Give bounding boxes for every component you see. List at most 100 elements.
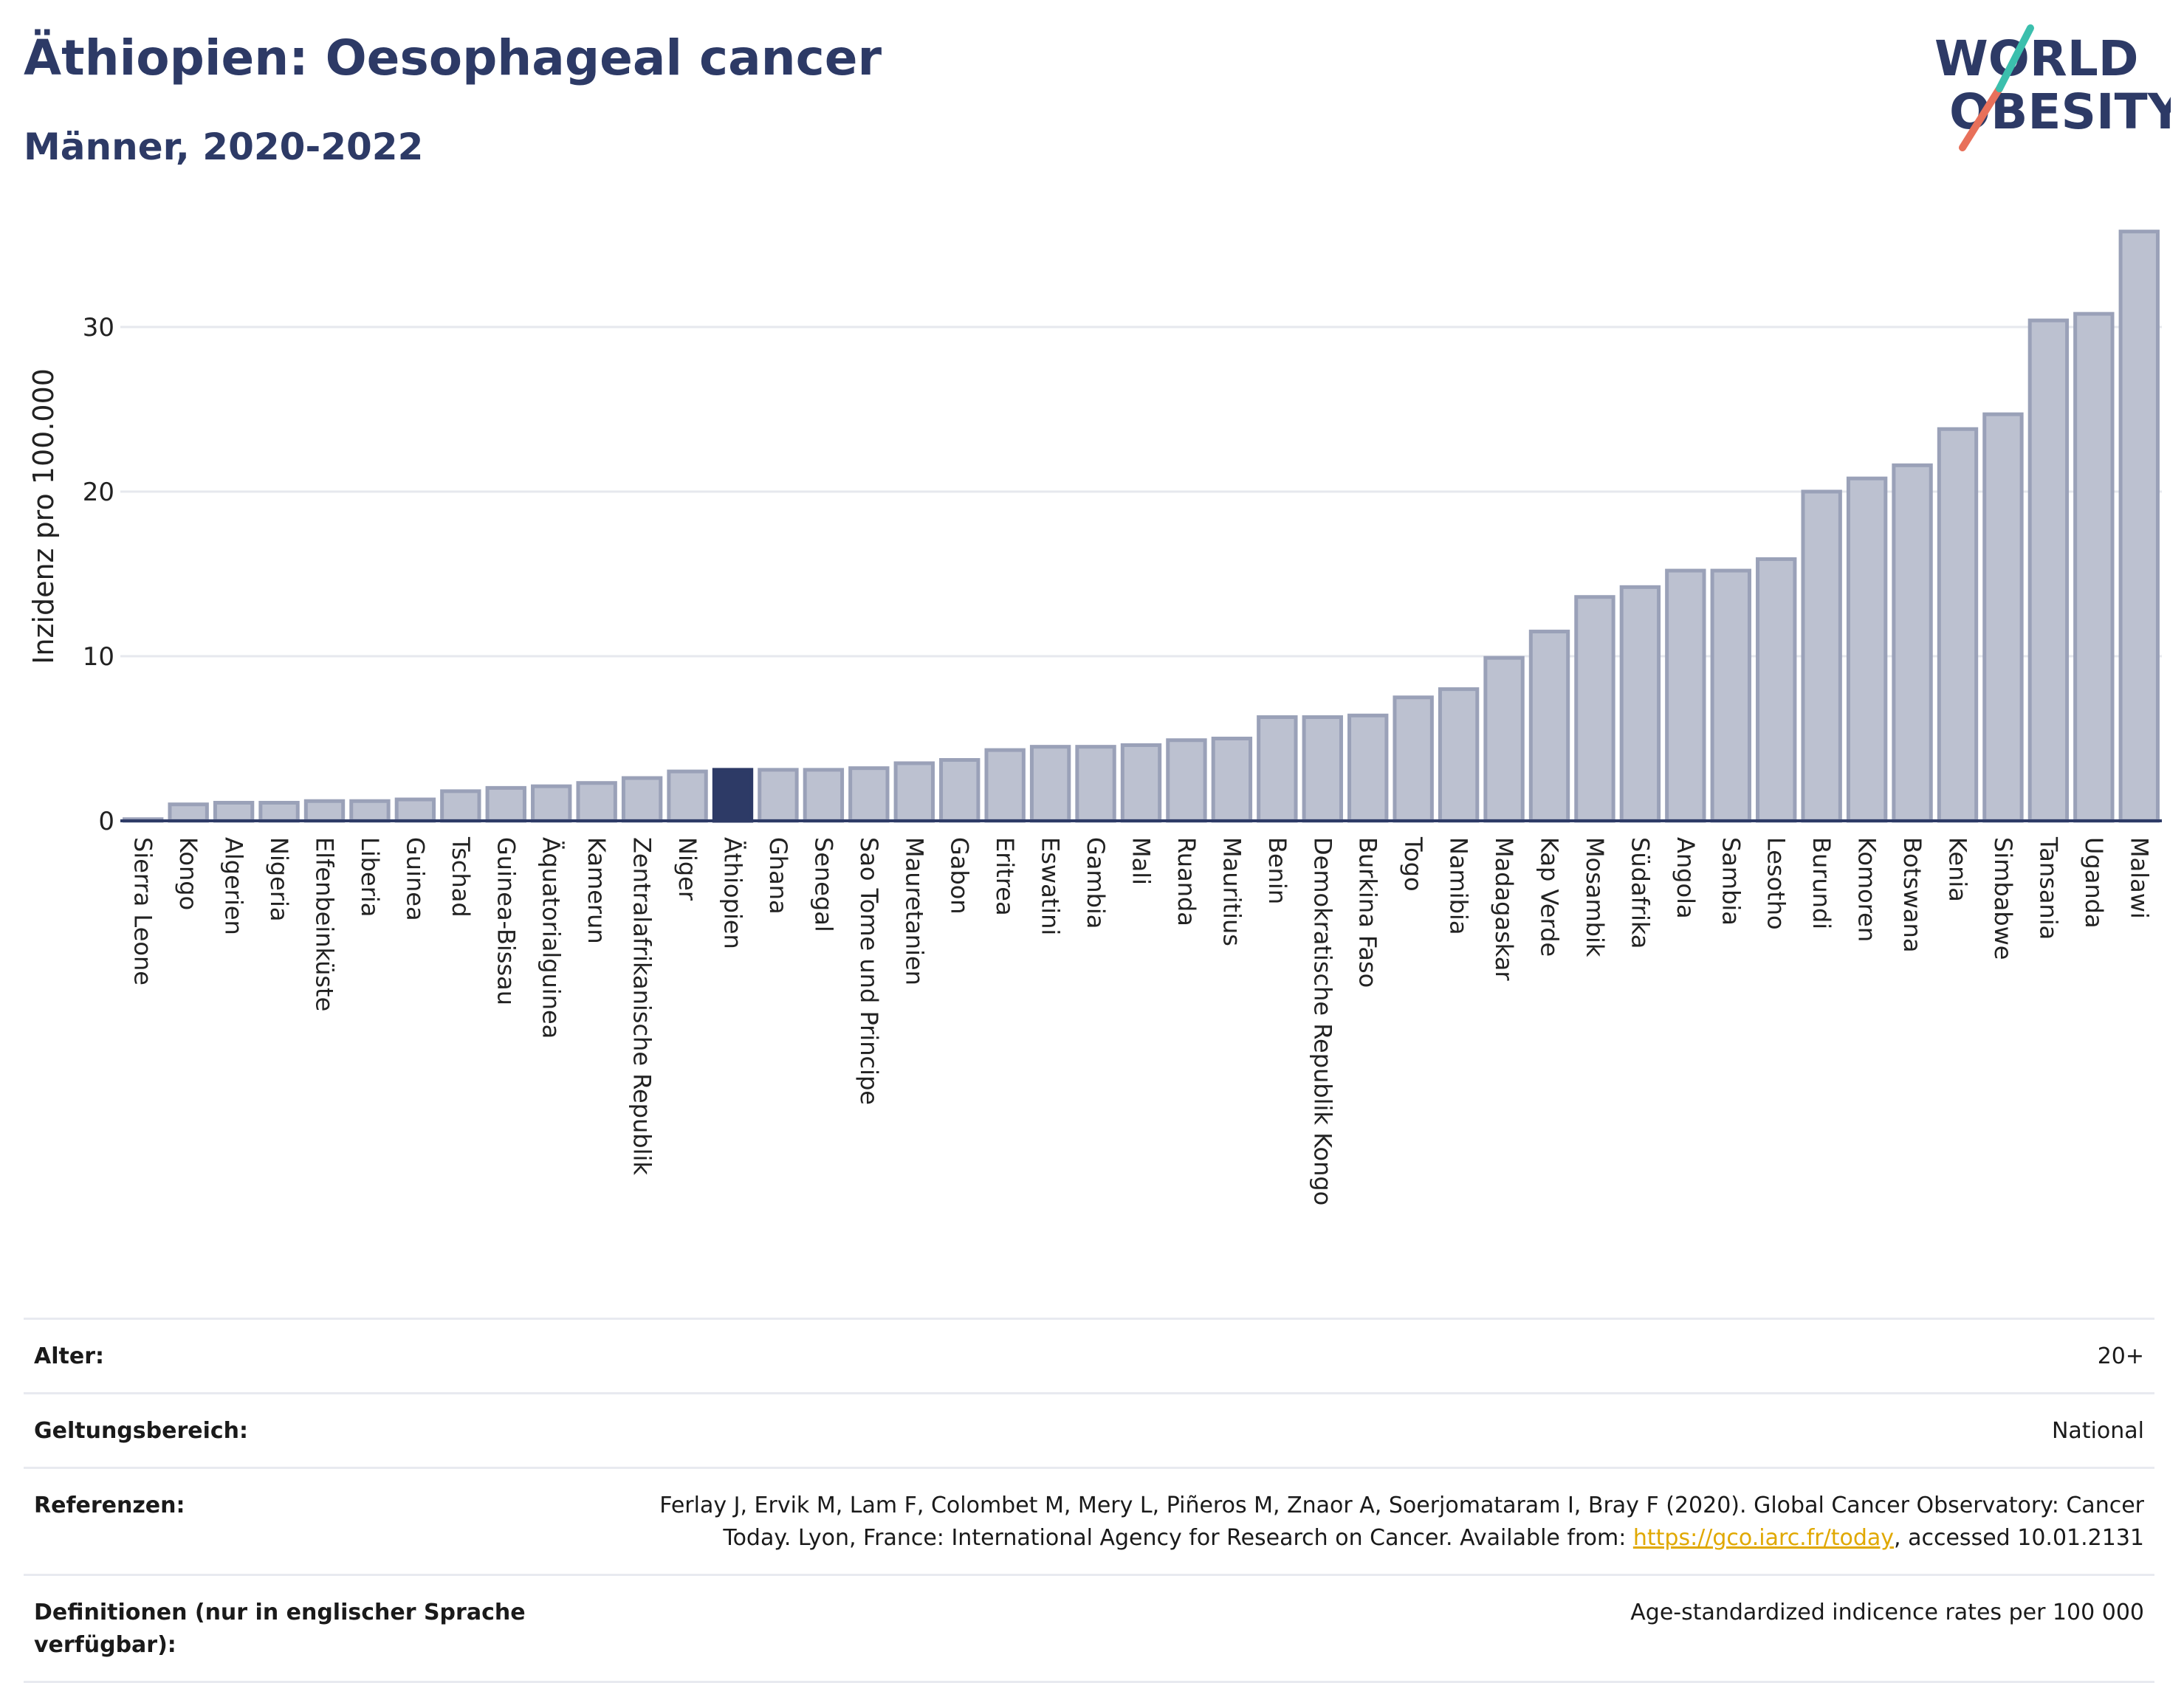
- reference-link[interactable]: https://gco.iarc.fr/today: [1632, 1525, 1895, 1551]
- x-tick-label: Kamerun: [583, 837, 611, 944]
- bar: [1528, 630, 1570, 823]
- reference-line2-post: , accessed 10.01.2131: [1894, 1525, 2144, 1551]
- bar: [893, 761, 935, 823]
- x-tick-label: Mauretanien: [900, 837, 928, 985]
- bar: [1120, 743, 1162, 823]
- bar: [258, 800, 300, 823]
- reference-line1: Ferlay J, Ervik M, Lam F, Colombet M, Me…: [659, 1493, 2144, 1518]
- meta-value: 20+: [2097, 1343, 2144, 1369]
- meta-value: National: [2051, 1418, 2144, 1444]
- x-tick-label: Benin: [1263, 837, 1291, 904]
- bar: [621, 776, 663, 823]
- bar: [349, 799, 391, 823]
- x-tick-label: Eswatini: [1037, 837, 1065, 935]
- x-tick-label: Gambia: [1082, 837, 1110, 929]
- meta-row-references: Referenzen: Ferlay J, Ervik M, Lam F, Co…: [24, 1467, 2154, 1574]
- x-tick-label: Nigeria: [265, 837, 293, 921]
- x-tick-label: Äthiopien: [719, 837, 747, 949]
- x-tick-label: Simbabwe: [1989, 837, 2017, 960]
- meta-row-age: Alter: 20+: [24, 1318, 2154, 1392]
- metadata-table: Alter: 20+ Geltungsbereich: National Ref…: [24, 1318, 2154, 1683]
- x-tick-label: Namibia: [1445, 837, 1473, 935]
- bar: [1166, 738, 1207, 823]
- meta-key: Referenzen:: [34, 1493, 185, 1518]
- page-title: Äthiopien: Oesophageal cancer: [24, 30, 882, 86]
- x-tick-label: Mosambik: [1581, 837, 1609, 957]
- x-tick-label: Sao Tome und Principe: [855, 837, 883, 1105]
- bar: [1347, 713, 1389, 823]
- bar: [1710, 568, 1751, 823]
- x-tick-label: Togo: [1399, 836, 1427, 892]
- bar: [394, 797, 436, 823]
- bar: [1438, 687, 1480, 823]
- bar: [531, 784, 572, 823]
- x-tick-label: Guinea: [401, 837, 429, 921]
- x-tick-label: Senegal: [809, 837, 837, 932]
- bar: [1665, 568, 1706, 823]
- y-tick-label: 10: [83, 642, 114, 672]
- bar: [1257, 715, 1298, 823]
- x-tick-label: Madagaskar: [1490, 837, 1518, 981]
- bar: [168, 802, 209, 823]
- x-tick-label: Komoren: [1853, 837, 1881, 942]
- y-axis-title: Inzidenz pro 100.000: [27, 368, 60, 664]
- meta-value: Age-standardized indicence rates per 100…: [1630, 1600, 2144, 1625]
- x-tick-label: Angola: [1672, 837, 1700, 919]
- bar: [1619, 585, 1661, 823]
- meta-key: Geltungsbereich:: [34, 1418, 249, 1444]
- bar: [1029, 745, 1071, 823]
- x-tick-label: Lesotho: [1762, 837, 1790, 930]
- bar-chart: 0 10 20 30 Inzidenz pro 100.000 Sierra Leone K…: [27, 230, 2162, 1205]
- bar: [303, 799, 346, 823]
- x-tick-label: Niger: [673, 837, 701, 901]
- x-tick-label: Tschad: [447, 836, 475, 918]
- bar: [939, 757, 981, 823]
- x-tick-label: Sierra Leone: [129, 837, 157, 985]
- bar: [1483, 655, 1525, 823]
- bar: [213, 800, 255, 823]
- bar: [2027, 318, 2070, 823]
- x-tick-label: Kap Verde: [1536, 837, 1564, 957]
- x-tick-label: Burkina Faso: [1354, 837, 1382, 988]
- meta-value: Ferlay J, Ervik M, Lam F, Colombet M, Me…: [659, 1490, 2144, 1555]
- bar: [1801, 489, 1842, 823]
- x-tick-label: Zentralafrikanische Republik: [628, 837, 656, 1175]
- x-tick-label: Mali: [1127, 837, 1155, 885]
- bar: [1982, 412, 2024, 823]
- bar: [803, 768, 845, 823]
- x-tick-label: Guinea-Bissau: [492, 837, 520, 1005]
- bar: [2073, 312, 2115, 823]
- x-tick-label: Sambia: [1717, 837, 1745, 926]
- x-tick-label: Liberia: [356, 837, 384, 917]
- bar: [1574, 595, 1615, 823]
- meta-key: Alter:: [34, 1343, 104, 1369]
- x-tick-label: Kongo: [174, 837, 202, 910]
- x-tick-label: Südafrika: [1626, 837, 1654, 949]
- bar: [758, 768, 799, 823]
- x-tick-label: Kenia: [1944, 837, 1972, 902]
- x-tick-label: Demokratische Republik Kongo: [1308, 837, 1336, 1205]
- x-tick-label: Äquatorialguinea: [538, 837, 566, 1039]
- reference-line2-pre: Today. Lyon, France: International Agenc…: [723, 1525, 1633, 1551]
- y-tick-label: 0: [98, 807, 114, 836]
- x-tick-label: Malawi: [2125, 837, 2153, 919]
- bar: [440, 789, 481, 823]
- bar: [1937, 427, 1979, 823]
- x-tick-label: Mauritius: [1218, 837, 1246, 946]
- bar: [2118, 230, 2160, 823]
- meta-row-definitions: Definitionen (nur in englischer Sprache …: [24, 1574, 2154, 1683]
- y-tick-label: 30: [83, 313, 114, 343]
- bar: [1756, 557, 1797, 823]
- x-tick-label: Botswana: [1898, 837, 1926, 952]
- bar: [984, 748, 1026, 823]
- world-obesity-logo: WORLD OBESITY: [1934, 24, 2171, 151]
- x-tick-label: Algerien: [220, 837, 248, 935]
- x-tick-label: Ruanda: [1172, 837, 1201, 926]
- bar: [485, 785, 526, 823]
- logo-line1: WORLD: [1934, 30, 2139, 87]
- bar: [1211, 737, 1253, 823]
- bar: [1075, 745, 1116, 823]
- meta-key: Definitionen (nur in englischer Sprache …: [34, 1600, 526, 1658]
- x-tick-label: Elfenbeinküste: [311, 837, 339, 1011]
- page-subtitle: Männer, 2020-2022: [24, 125, 424, 168]
